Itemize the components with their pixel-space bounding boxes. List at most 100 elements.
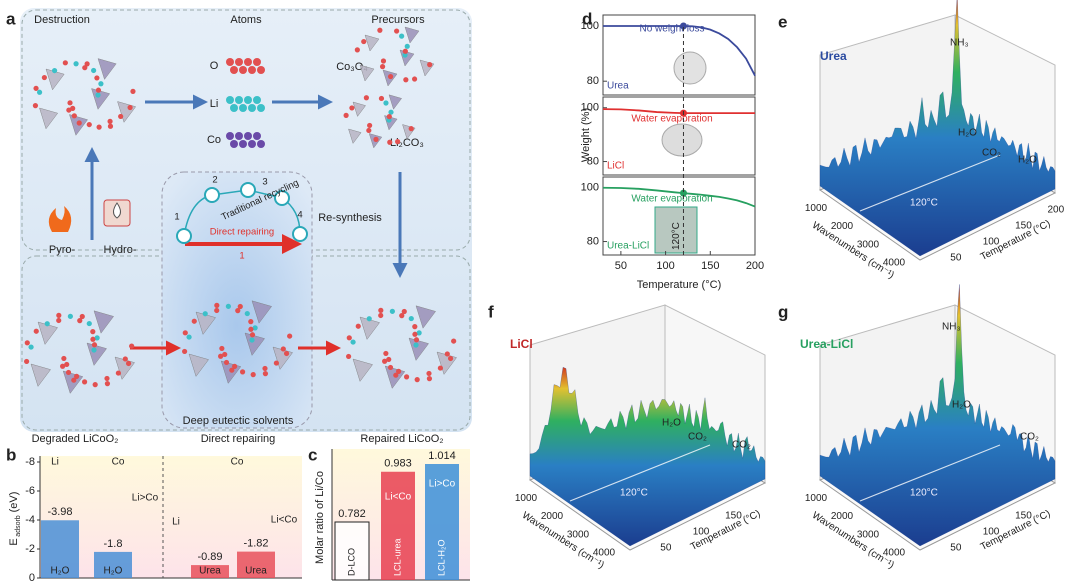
atom: [378, 95, 385, 102]
3d-plot: [528, 304, 767, 551]
y-axis-unit: (eV): [8, 492, 20, 513]
atom: [61, 355, 67, 362]
crystal: [32, 58, 137, 136]
atom: [373, 136, 379, 142]
atom: [387, 364, 394, 371]
value-label: -3.98: [47, 506, 72, 518]
atom: [404, 43, 410, 49]
atom: [366, 127, 372, 134]
crystal: [346, 305, 458, 389]
atom: [426, 376, 433, 382]
atom: [214, 307, 220, 314]
atom: [411, 76, 418, 82]
marker-label: 120°C: [671, 222, 682, 250]
atom: [379, 64, 386, 70]
element-label: O: [210, 60, 219, 72]
atom: [56, 317, 62, 324]
x-tick-label: 4000: [883, 258, 906, 269]
value-label: 0.983: [384, 458, 412, 470]
series-name: LiCl: [607, 161, 624, 172]
step-number: 1: [239, 251, 244, 262]
atom: [65, 369, 72, 376]
atom: [346, 335, 352, 341]
y-axis-title: Molar ratio of Li/Co: [314, 471, 326, 564]
value-label: -1.82: [243, 538, 268, 550]
annotation: Co: [231, 457, 244, 468]
x-tick-label: 3000: [857, 529, 880, 540]
y-tick-label: 100: [581, 20, 599, 32]
x-tick-label: 1000: [805, 203, 828, 214]
marker-dot: [679, 22, 687, 30]
atom: [283, 350, 290, 357]
y-tick-label: 100: [983, 237, 1000, 248]
x-tick-label: 2000: [831, 511, 854, 522]
atom: [186, 334, 192, 340]
atom: [239, 140, 247, 148]
atom: [202, 311, 208, 317]
peak-label: NH₃: [950, 38, 969, 49]
atom: [244, 132, 252, 140]
x-tick-label: 1000: [515, 493, 538, 504]
element-label: Li: [210, 98, 219, 110]
atom: [95, 87, 102, 93]
y-tick-label: 150: [1015, 510, 1032, 521]
peak-label: H₂O: [662, 418, 681, 429]
atom: [219, 345, 225, 352]
route-label: Re-synthesis: [318, 212, 382, 224]
atom: [444, 351, 450, 357]
series-name: Urea: [607, 81, 629, 92]
atom: [28, 344, 34, 350]
polyhedron: [359, 64, 375, 82]
atom: [244, 58, 252, 66]
value-label: -1.8: [104, 538, 123, 550]
y-tick-label: 150: [725, 510, 742, 521]
crystal: [24, 310, 136, 394]
atom: [118, 113, 124, 120]
x-axis-title: Temperature (°C): [637, 279, 721, 291]
x-tick-label: 200: [746, 260, 764, 272]
atom: [92, 382, 98, 388]
atom: [70, 105, 76, 111]
atom: [399, 33, 405, 39]
atom: [64, 361, 70, 368]
peak-label: CO₂: [982, 148, 1001, 159]
atom: [386, 356, 392, 363]
x-tick-label: Urea: [199, 566, 221, 577]
y-tick-label: 100: [581, 102, 599, 114]
atom: [248, 326, 254, 332]
x-tick-label: H₂O: [104, 566, 123, 577]
atom: [235, 132, 243, 140]
crystal: [354, 26, 435, 87]
atom: [235, 308, 241, 314]
atom: [77, 318, 83, 324]
x-tick-label: 150: [701, 260, 719, 272]
value-label: 0.782: [338, 508, 366, 520]
atom: [214, 302, 220, 308]
annotation: Co: [112, 457, 125, 468]
atom: [412, 331, 418, 337]
peak-label: CO₂: [732, 440, 751, 451]
sample-name: Urea: [820, 49, 847, 63]
atom: [191, 318, 197, 324]
atom: [98, 81, 104, 87]
atom: [182, 330, 188, 336]
atom: [237, 303, 243, 310]
atom: [361, 38, 367, 45]
sample-photo: [654, 206, 698, 254]
sample-name: Urea-LiCl: [800, 337, 853, 351]
atom: [84, 61, 90, 67]
atom: [382, 358, 388, 364]
step: [240, 182, 256, 198]
atom: [403, 374, 410, 380]
bar: [94, 551, 132, 578]
x-tick-label: 2000: [831, 221, 854, 232]
atom: [130, 88, 136, 94]
atom: [386, 114, 392, 120]
atom: [257, 140, 265, 148]
marker-label: 120°C: [910, 488, 938, 499]
atom: [104, 381, 111, 387]
sample-photo: [661, 123, 703, 157]
atom: [262, 371, 269, 377]
atom: [350, 339, 356, 345]
y-tick-label: -2: [25, 543, 35, 555]
